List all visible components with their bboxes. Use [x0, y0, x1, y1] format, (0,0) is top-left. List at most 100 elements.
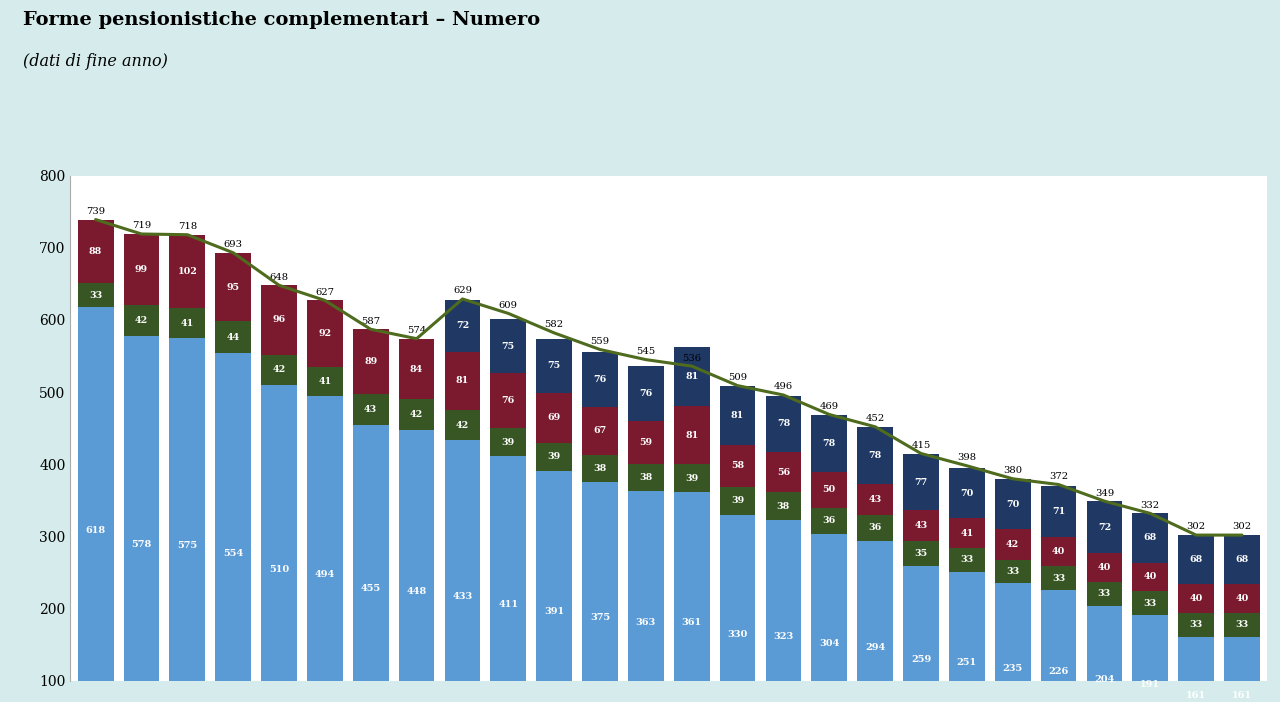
Text: 161: 161 [1231, 691, 1252, 699]
Text: 78: 78 [777, 419, 790, 428]
Text: 618: 618 [86, 526, 106, 534]
Text: 56: 56 [777, 468, 790, 477]
Bar [1179, 584, 1213, 613]
Bar [628, 421, 664, 463]
Bar [1041, 590, 1076, 702]
Text: 372: 372 [1050, 472, 1068, 481]
Text: 77: 77 [914, 477, 928, 486]
Text: Forme pensionistiche complementari – Numero: Forme pensionistiche complementari – Num… [23, 11, 540, 29]
Text: 226: 226 [1048, 667, 1069, 676]
Text: 36: 36 [823, 516, 836, 525]
Text: 304: 304 [819, 639, 840, 648]
Text: 39: 39 [685, 474, 699, 483]
Bar [124, 336, 159, 702]
Bar [628, 366, 664, 421]
Text: 494: 494 [315, 570, 335, 579]
Text: 349: 349 [1094, 489, 1114, 498]
Bar [490, 319, 526, 373]
Text: 43: 43 [364, 404, 378, 413]
Bar [1041, 486, 1076, 537]
Bar [444, 410, 480, 440]
Bar [1087, 582, 1123, 606]
Bar [858, 484, 893, 515]
Text: 204: 204 [1094, 675, 1115, 684]
Text: 76: 76 [639, 389, 653, 398]
Text: 575: 575 [177, 541, 197, 550]
Bar [307, 397, 343, 702]
Bar [948, 572, 984, 702]
Text: 235: 235 [1002, 664, 1023, 673]
Bar [1224, 535, 1260, 584]
Bar [995, 559, 1030, 583]
Bar [673, 347, 709, 406]
Text: 191: 191 [1140, 680, 1160, 689]
Bar [261, 355, 297, 385]
Text: 391: 391 [544, 607, 564, 616]
Text: 330: 330 [727, 630, 748, 639]
Bar [124, 234, 159, 305]
Bar [261, 285, 297, 355]
Bar [904, 541, 940, 566]
Bar [673, 406, 709, 464]
Text: 452: 452 [865, 414, 884, 423]
Bar [1224, 613, 1260, 637]
Bar [904, 510, 940, 541]
Bar [1041, 566, 1076, 590]
Text: 323: 323 [773, 632, 794, 641]
Bar [307, 367, 343, 397]
Text: 58: 58 [731, 461, 744, 470]
Text: 38: 38 [777, 502, 790, 510]
Bar [353, 329, 389, 394]
Text: 574: 574 [407, 326, 426, 335]
Bar [536, 393, 572, 443]
Text: 70: 70 [960, 489, 974, 498]
Bar [169, 308, 205, 338]
Bar [765, 520, 801, 702]
Text: 509: 509 [728, 373, 748, 382]
Bar [1179, 613, 1213, 637]
Text: 39: 39 [502, 438, 515, 446]
Text: 50: 50 [823, 485, 836, 494]
Text: 72: 72 [456, 322, 468, 330]
Text: 259: 259 [911, 655, 931, 664]
Text: 71: 71 [1052, 507, 1065, 516]
Bar [948, 468, 984, 519]
Text: 38: 38 [639, 473, 653, 482]
Text: 75: 75 [548, 362, 561, 370]
Text: 33: 33 [1052, 574, 1065, 583]
Bar [444, 352, 480, 410]
Text: 40: 40 [1098, 563, 1111, 572]
Text: 161: 161 [1187, 691, 1206, 699]
Bar [398, 430, 434, 702]
Bar [490, 456, 526, 702]
Bar [904, 454, 940, 510]
Bar [765, 493, 801, 520]
Text: 411: 411 [498, 600, 518, 609]
Bar [719, 486, 755, 515]
Bar [858, 428, 893, 484]
Bar [490, 428, 526, 456]
Text: 33: 33 [960, 555, 974, 564]
Bar [169, 234, 205, 308]
Bar [444, 300, 480, 352]
Bar [673, 493, 709, 702]
Text: 648: 648 [270, 272, 288, 282]
Text: 40: 40 [1189, 594, 1203, 603]
Bar [1133, 562, 1169, 591]
Text: 72: 72 [1098, 523, 1111, 531]
Bar [78, 283, 114, 307]
Bar [536, 443, 572, 471]
Text: 89: 89 [365, 357, 378, 366]
Text: 81: 81 [685, 430, 699, 439]
Bar [1133, 591, 1169, 615]
Bar [995, 479, 1030, 529]
Bar [1087, 501, 1123, 553]
Text: 363: 363 [636, 618, 655, 627]
Bar [169, 338, 205, 702]
Bar [1133, 513, 1169, 562]
Text: 81: 81 [456, 376, 468, 385]
Bar [812, 472, 847, 508]
Text: 42: 42 [456, 420, 468, 430]
Text: 536: 536 [682, 354, 701, 362]
Bar [353, 394, 389, 425]
